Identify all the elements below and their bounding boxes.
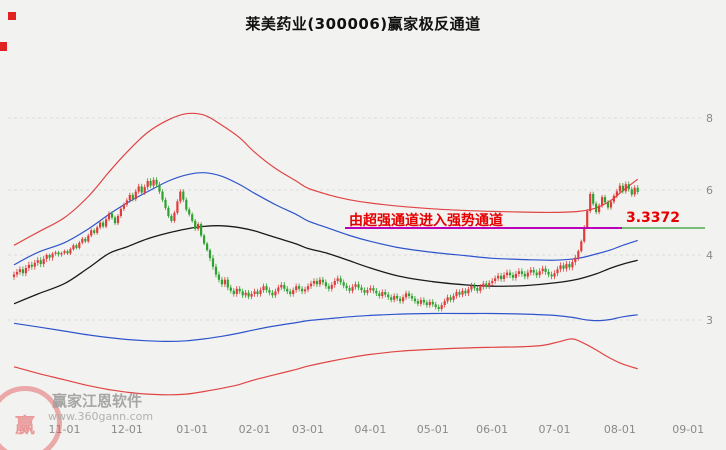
x-tick-label: 05-01 xyxy=(417,423,449,436)
channel-line-inner-upper xyxy=(13,172,638,266)
marker-square-left-icon xyxy=(0,42,7,51)
channel-lines xyxy=(13,112,639,396)
channel-line-outer-upper xyxy=(13,112,639,246)
chart-title: 莱美药业(300006)赢家极反通道 xyxy=(245,15,481,33)
channel-line-inner-lower xyxy=(13,312,638,343)
price-level-label: 3.3372 xyxy=(626,210,681,226)
watermark-url: www.360gann.com xyxy=(48,410,154,423)
x-tick-label: 02-01 xyxy=(239,423,271,436)
x-tick-label: 06-01 xyxy=(476,423,508,436)
y-tick-label: 6 xyxy=(706,184,713,197)
channel-line-outer-lower xyxy=(13,338,638,396)
x-tick-label: 01-01 xyxy=(176,423,208,436)
brand-logo-char: 赢 xyxy=(15,412,35,437)
x-tick-label: 12-01 xyxy=(111,423,143,436)
marker-square-top-icon xyxy=(8,12,16,20)
candlestick-series xyxy=(12,177,639,312)
y-tick-label: 3 xyxy=(706,314,713,327)
x-tick-label: 07-01 xyxy=(539,423,571,436)
watermark-brand: 赢家江恩软件 xyxy=(52,392,143,410)
channel-line-mid xyxy=(13,225,638,305)
x-tick-label: 08-01 xyxy=(604,423,636,436)
channel-annotation-text: 由超强通道进入强势通道 xyxy=(349,213,503,229)
y-tick-label: 4 xyxy=(706,249,713,262)
x-tick-label: 04-01 xyxy=(354,423,386,436)
y-tick-label: 8 xyxy=(706,112,713,125)
x-tick-label: 03-01 xyxy=(292,423,324,436)
x-tick-label: 09-01 xyxy=(672,423,704,436)
brand-logo-icon: 赢 xyxy=(0,386,62,450)
